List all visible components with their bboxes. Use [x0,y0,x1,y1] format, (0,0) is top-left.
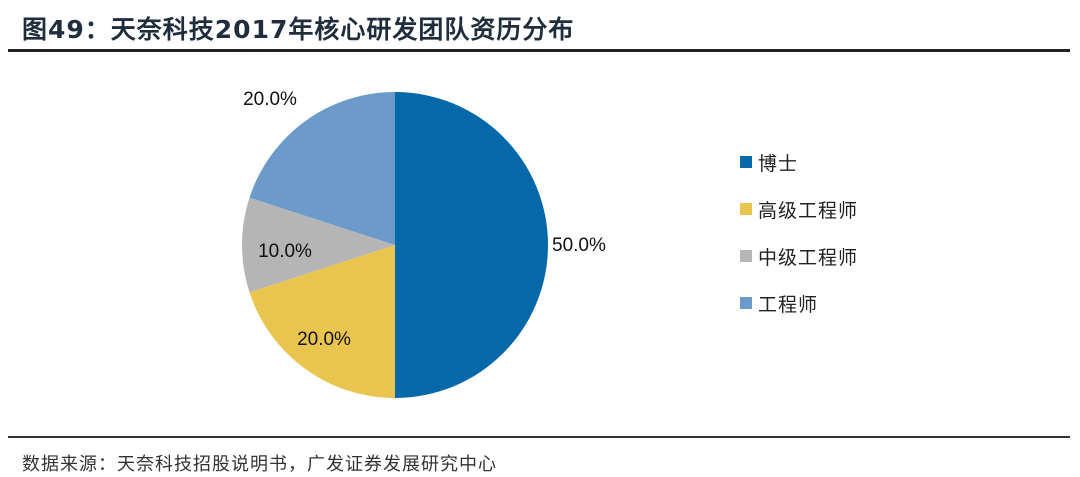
legend-label: 中级工程师 [758,246,859,269]
pie-slice [395,92,548,398]
legend-label: 高级工程师 [758,199,859,222]
data-label: 50.0% [552,235,606,256]
legend-swatch [740,250,752,262]
legend-label: 工程师 [758,293,819,316]
title-divider [8,49,1070,52]
pie-slice [241,197,395,293]
figure-title: 图49：天奈科技2017年核心研发团队资历分布 [22,15,575,44]
pie-slice [249,92,395,245]
legend-item-doctor: 博士 [740,150,858,175]
legend-swatch [740,297,752,309]
source-divider [8,436,1070,438]
data-label: 10.0% [258,241,312,262]
legend-swatch [740,203,752,215]
data-label: 20.0% [297,329,351,350]
legend-label: 博士 [758,152,799,175]
data-label: 20.0% [243,89,297,110]
legend-item-engineer: 工程师 [740,291,858,316]
pie-slices [241,92,548,398]
pie-slice [249,245,395,398]
legend-swatch [740,156,752,168]
chart-legend: 博士 高级工程师 中级工程师 工程师 [740,150,858,338]
source-note: 数据来源：天奈科技招股说明书，广发证券发展研究中心 [22,454,497,475]
legend-item-intermediate-engineer: 中级工程师 [740,244,859,269]
legend-item-senior-engineer: 高级工程师 [740,197,859,222]
pie-data-labels: 50.0% 20.0% 10.0% 20.0% [243,89,606,350]
